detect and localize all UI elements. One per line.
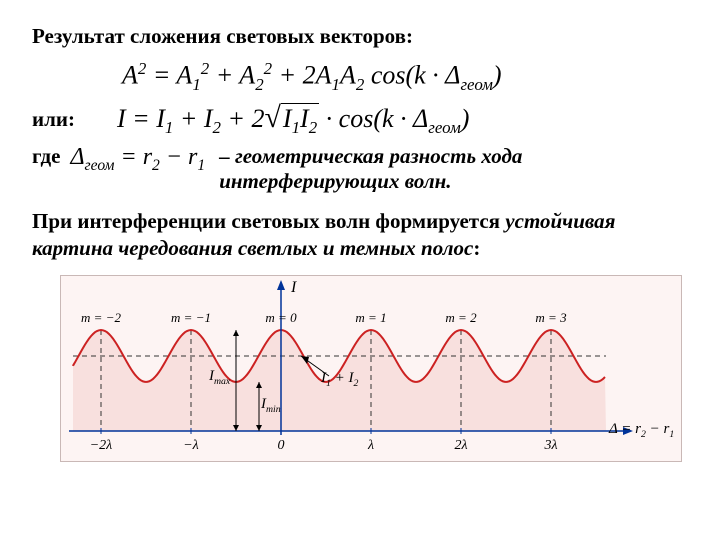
svg-text:m = −2: m = −2 [81,310,121,325]
delta-axis-label: Δ = r2 − r1 [609,421,674,440]
svg-text:I: I [290,279,297,296]
svg-text:3λ: 3λ [543,438,557,453]
svg-text:0: 0 [278,438,285,453]
heading: Результат сложения световых векторов: [32,24,688,49]
avg-intensity-label: I1 + I2 [321,370,358,389]
svg-text:m = 1: m = 1 [355,310,386,325]
delta-defn-1: – геометрическая разность хода [219,144,522,168]
svg-text:−λ: −λ [183,438,199,453]
svg-text:m = 0: m = 0 [265,310,297,325]
where-label: где [32,144,60,169]
imin-label: Imin [261,396,281,415]
svg-text:m = −1: m = −1 [171,310,211,325]
or-label: или: [32,107,75,132]
formula-amplitude: A2 = A12 + A22 + 2A1A2 cos(k · Δгеом) [122,59,502,95]
formula-intensity: I = I1 + I2 + 2I1I2 · cos(k · Δгеом) [87,101,469,138]
delta-defn-2: интерферирующих волн. [219,169,451,193]
svg-text:m = 3: m = 3 [535,310,567,325]
interference-paragraph: При интерференции световых волн формируе… [32,208,688,263]
svg-text:m = 2: m = 2 [445,310,477,325]
imax-label: Imax [209,368,230,387]
svg-text:−2λ: −2λ [90,438,113,453]
intensity-chart: −2λ −λ 0 λ 2λ 3λ m = −2 m = −1 m = 0 m = 1 m = 2 m … [60,275,682,462]
svg-text:λ: λ [367,438,374,453]
svg-text:2λ: 2λ [454,438,467,453]
delta-formula: Δгеом = r2 − r1 [70,144,205,175]
